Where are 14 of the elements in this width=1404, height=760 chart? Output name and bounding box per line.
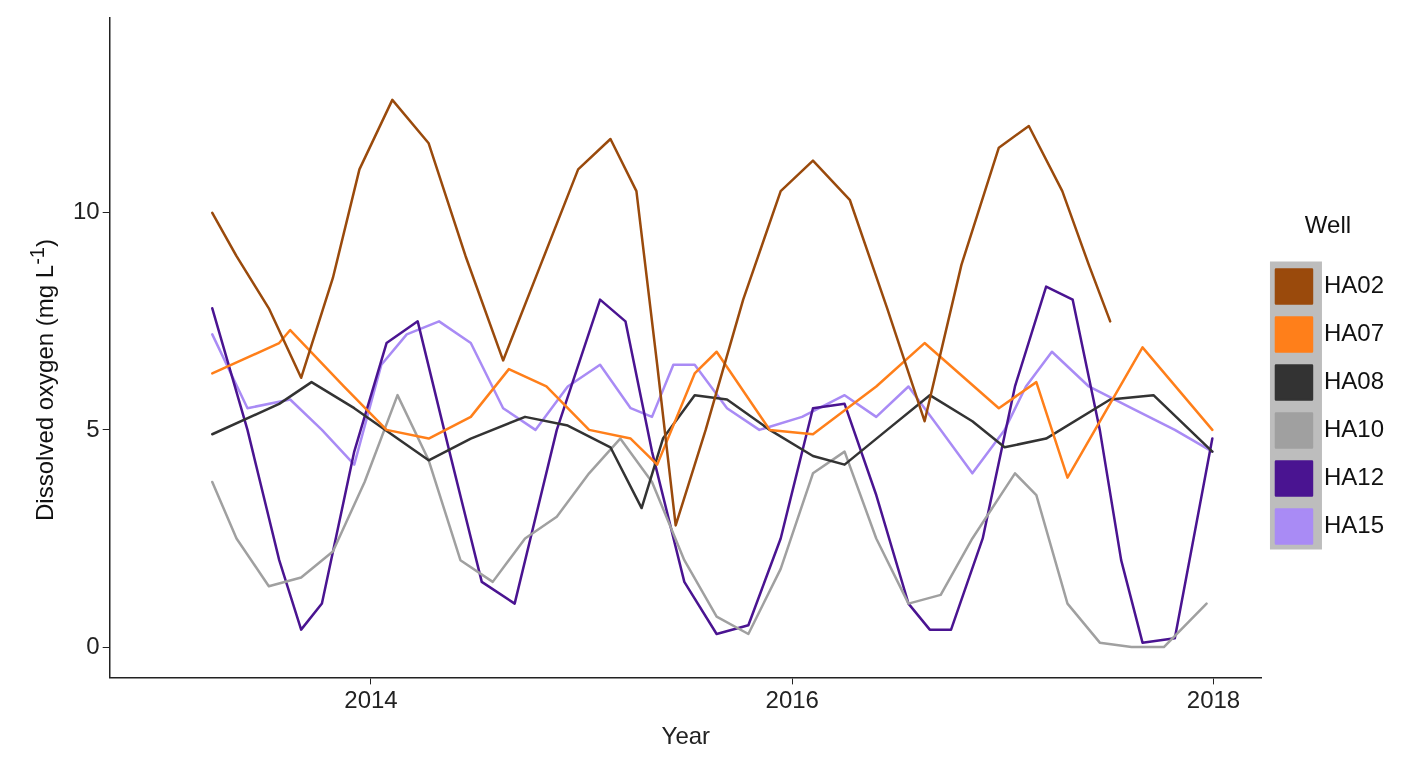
y-tick-label: 0 [86,631,100,659]
y-tick-label: 5 [86,414,100,442]
x-tick-label: 2014 [344,686,398,714]
x-tick-label: 2018 [1186,686,1241,714]
legend-label: HA12 [1323,463,1385,491]
legend-label: HA10 [1323,415,1385,443]
legend-label: HA07 [1323,319,1385,347]
legend-label: HA15 [1323,511,1385,539]
legend-label: HA02 [1323,271,1385,299]
y-tick-label: 10 [72,197,100,225]
legend-label: HA08 [1323,367,1385,395]
legend-title: Well [1304,211,1352,239]
x-axis-title: Year [661,722,711,750]
x-tick-label: 2016 [765,686,819,714]
